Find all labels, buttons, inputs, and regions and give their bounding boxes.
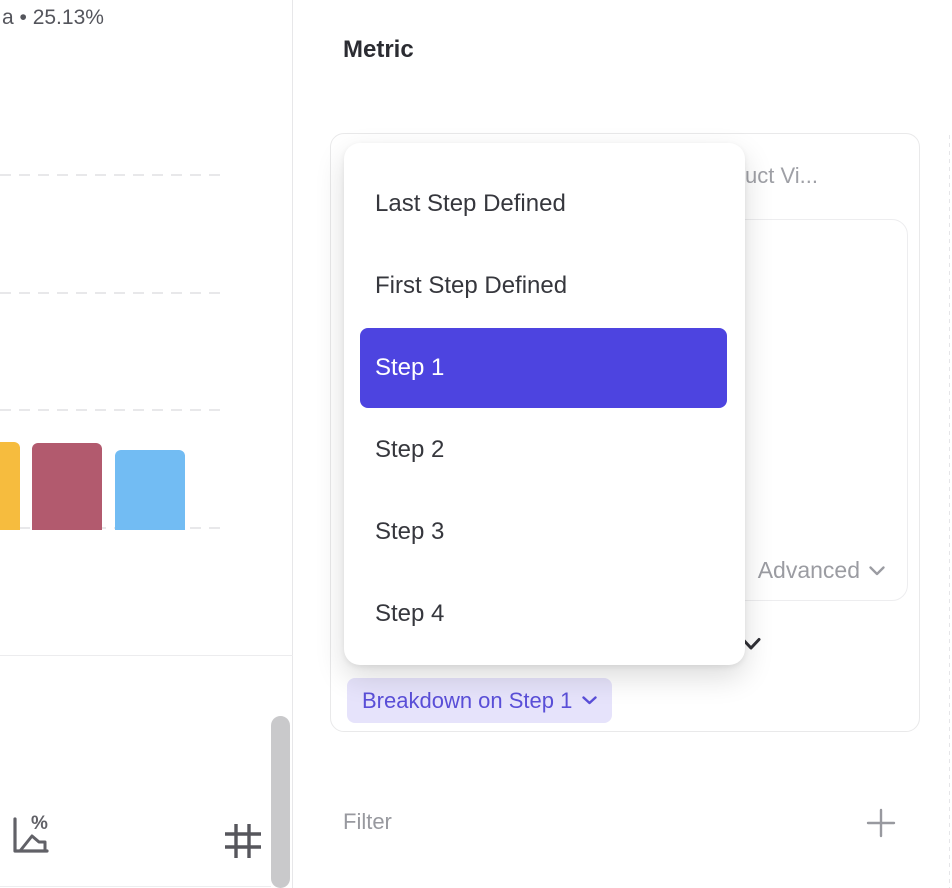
- collapse-chevron-down-icon[interactable]: [741, 637, 761, 651]
- svg-text:%: %: [31, 813, 48, 834]
- panel-bottom-edge: [0, 886, 271, 887]
- advanced-label: Advanced: [757, 557, 860, 583]
- section-divider: [0, 655, 293, 656]
- gridline: [0, 527, 228, 529]
- gridline: [0, 292, 228, 294]
- chevron-down-icon: [582, 696, 598, 705]
- legend-value: a • 25.13%: [2, 6, 104, 29]
- hash-grid-icon[interactable]: [222, 822, 264, 860]
- menu-item-step-2[interactable]: Step 2: [375, 436, 445, 463]
- funnel-bar-yellow[interactable]: [0, 442, 20, 530]
- panel-edge: [949, 135, 950, 888]
- page-title: Metric: [343, 36, 414, 63]
- event-name-label[interactable]: uct Vi...: [745, 163, 818, 188]
- menu-item-last-step-defined[interactable]: Last Step Defined: [375, 190, 566, 217]
- step-select-dropdown: Last Step Defined First Step Defined Ste…: [344, 143, 745, 665]
- filter-section-label: Filter: [343, 809, 392, 834]
- advanced-toggle[interactable]: Advanced: [758, 557, 885, 584]
- chevron-down-icon: [869, 565, 885, 575]
- gridline: [0, 409, 228, 411]
- gridline: [0, 174, 228, 176]
- breakdown-chip[interactable]: Breakdown on Step 1: [347, 678, 613, 723]
- menu-item-step-4[interactable]: Step 4: [375, 600, 445, 627]
- funnel-bar-blue[interactable]: [115, 450, 185, 530]
- menu-item-step-1-selected[interactable]: Step 1: [360, 328, 727, 408]
- scrollbar[interactable]: [271, 716, 290, 888]
- funnel-bar-maroon[interactable]: [32, 443, 102, 530]
- menu-item-step-3[interactable]: Step 3: [375, 518, 445, 545]
- chart-panel: a • 25.13% %: [0, 0, 293, 888]
- percent-chart-icon[interactable]: %: [8, 810, 52, 860]
- breakdown-chip-label: Breakdown on Step 1: [362, 687, 573, 713]
- menu-item-first-step-defined[interactable]: First Step Defined: [375, 272, 568, 299]
- plus-icon[interactable]: [865, 807, 897, 839]
